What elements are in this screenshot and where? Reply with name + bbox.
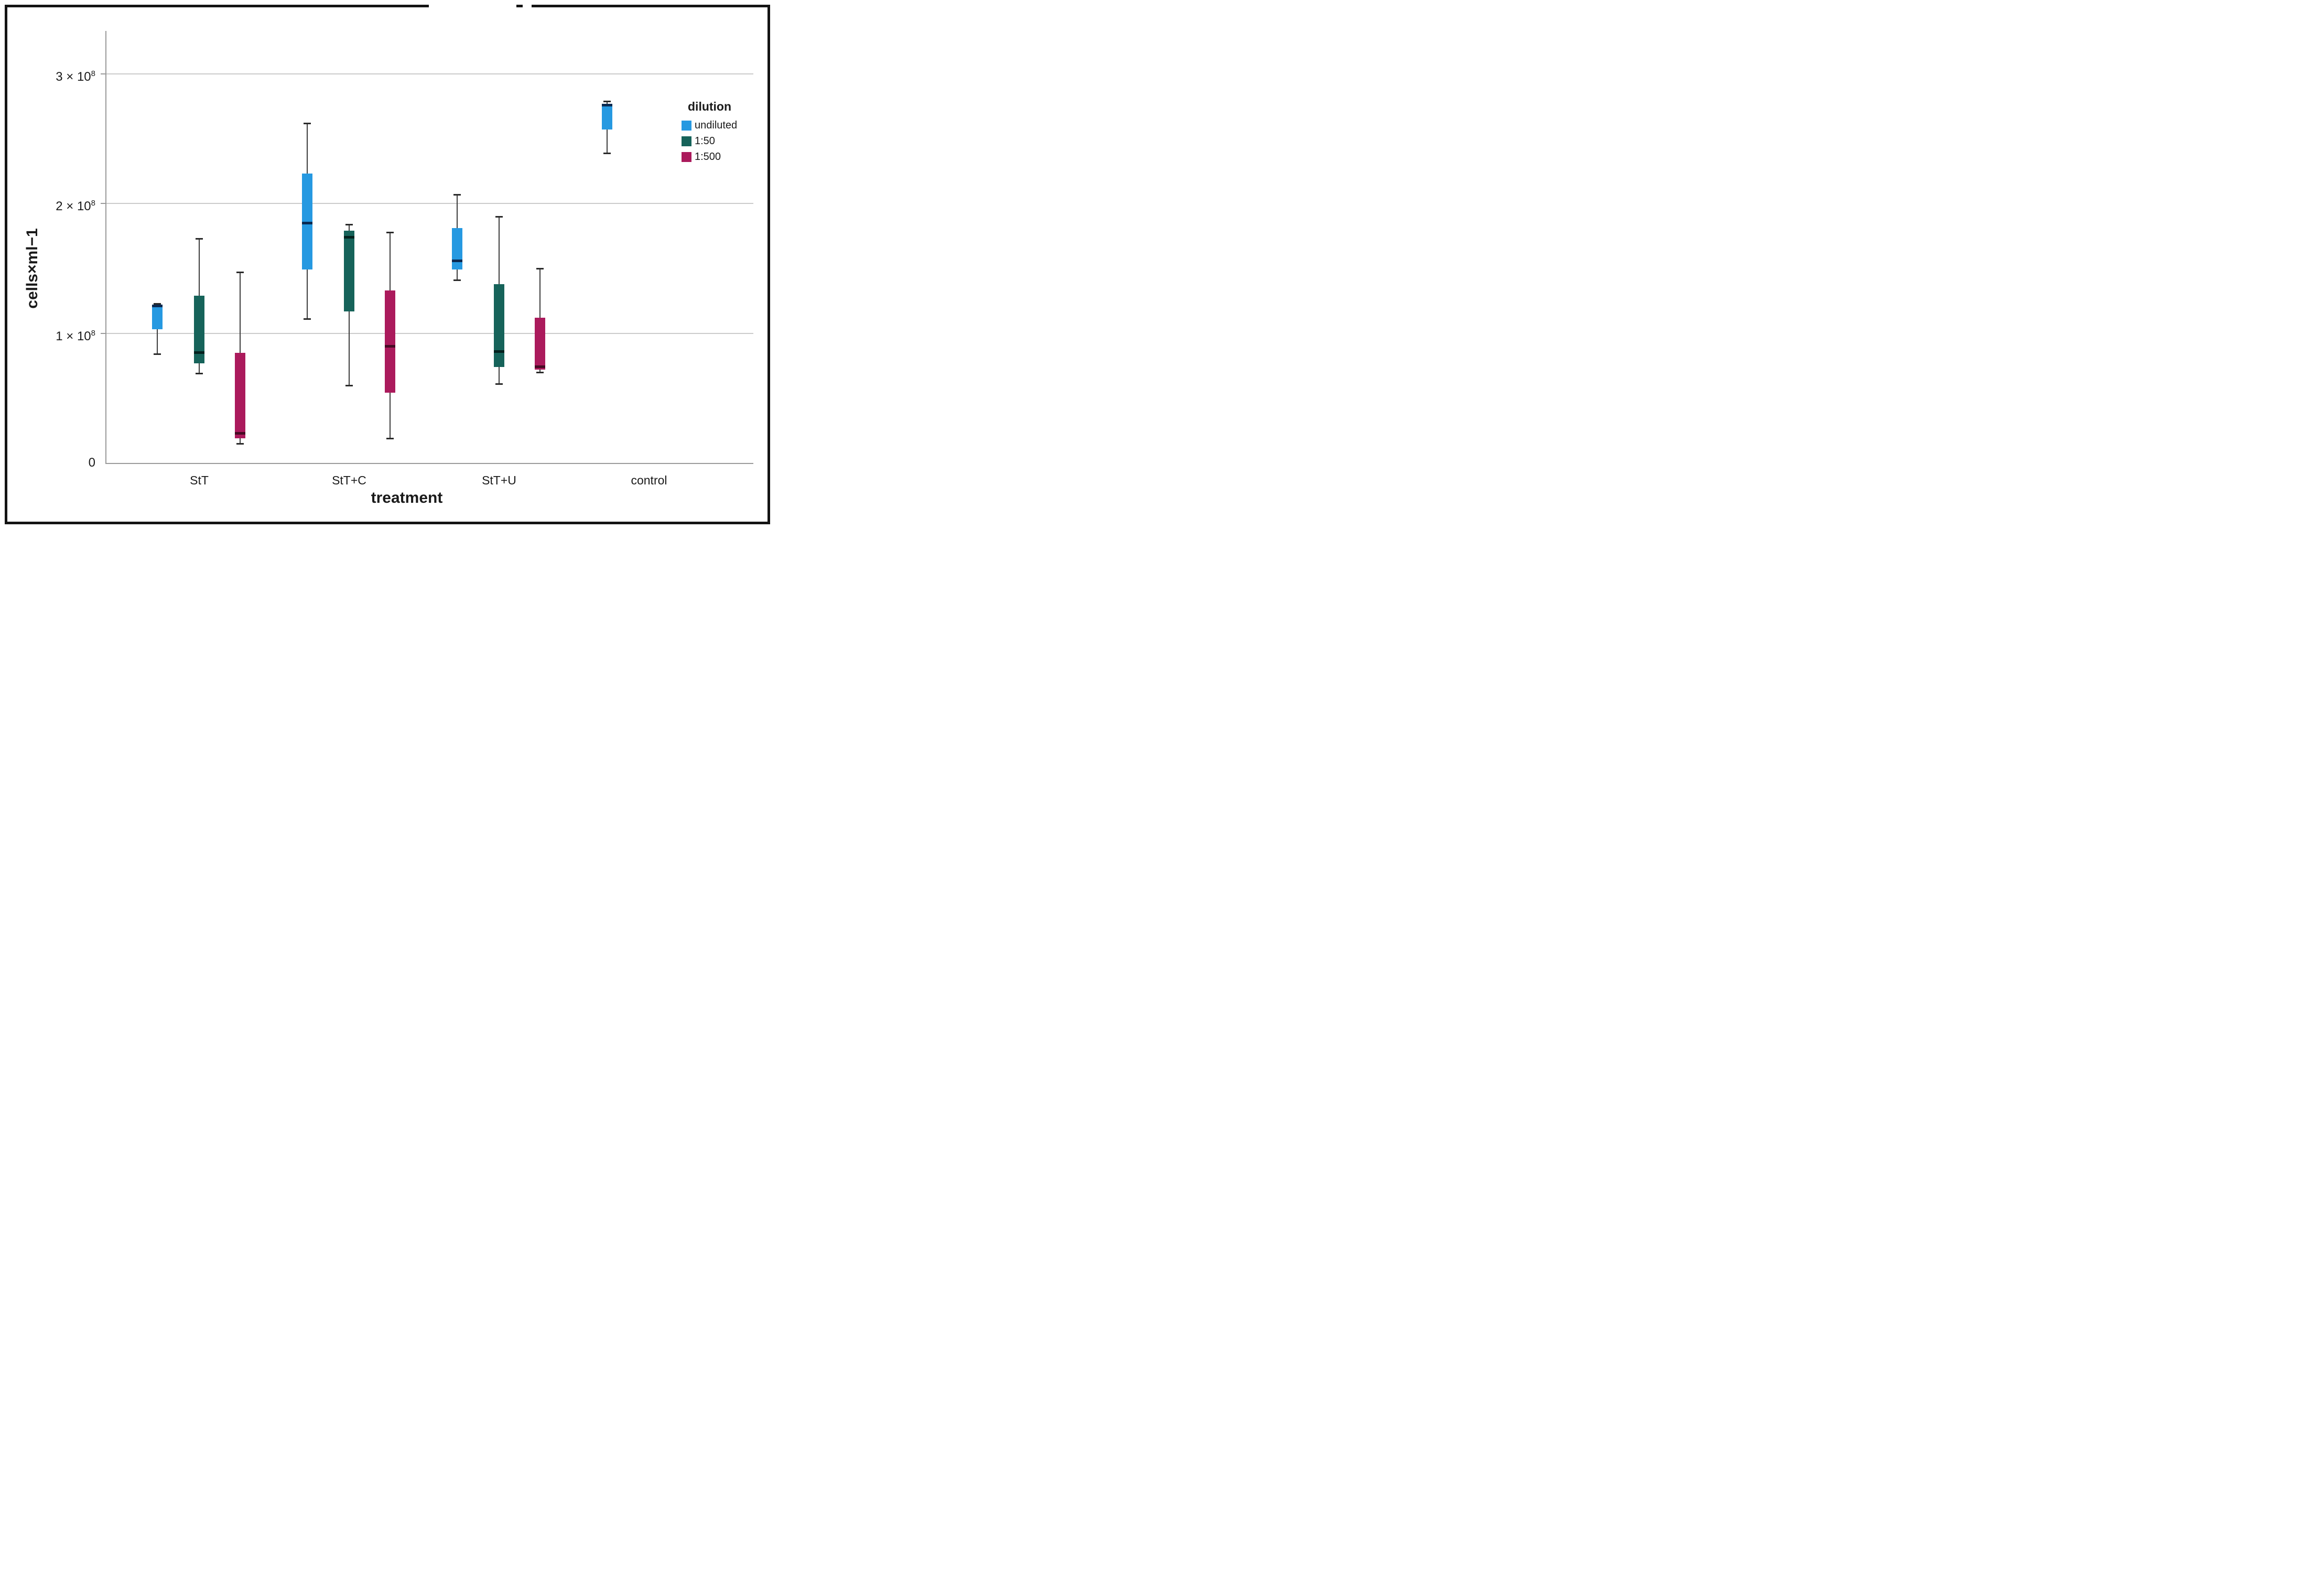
box-StT-1:50 [194,295,204,363]
median-line [152,305,163,308]
border-gap-artifact [523,3,532,11]
boxplot-figure: 3 × 108 2 × 108 1 × 108 0 StT StT+C StT+U contr… [0,0,775,529]
box-StT+U-1:50 [494,284,504,367]
whisker-cap-lower [603,152,611,154]
legend-title: dilution [688,100,732,113]
x-category-label-StT+U: StT+U [482,473,516,487]
whisker-cap-upper [154,303,161,305]
whisker-cap-upper [386,231,394,233]
whisker-cap-lower [495,383,503,385]
legend-swatch [682,120,691,131]
gridline [105,332,753,334]
whisker-cap-upper [495,216,503,218]
median-line [494,350,504,353]
whisker-cap-lower [536,371,544,373]
whisker-cap-upper [453,194,461,196]
gridline [105,73,753,74]
median-line [535,365,545,369]
median-line [235,431,245,435]
legend-swatch [682,136,691,146]
x-category-label-StT+C: StT+C [332,473,366,487]
box-StT+U-1:500 [535,317,545,370]
legend-item-label: undiluted [695,120,738,131]
median-line [344,236,354,239]
box-StT+C-1:500 [385,290,395,393]
box-control-undiluted [602,103,612,130]
legend-item: 1:50 [682,136,737,146]
y-axis-tick [101,332,105,334]
x-category-label-control: control [631,473,667,487]
whisker-cap-upper [196,238,203,240]
whisker-cap-upper [536,268,544,269]
border-gap-artifact [429,3,516,11]
box-StT+C-1:50 [344,231,354,311]
box-StT-undiluted [152,305,163,330]
box-StT-1:500 [235,352,245,438]
median-line [194,351,204,354]
y-axis-tick [101,73,105,74]
whisker-cap-lower [453,279,461,282]
legend-item-label: 1:500 [695,151,721,163]
median-line [602,103,612,106]
whisker-cap-lower [236,442,244,445]
figure-border [5,5,770,524]
median-line [385,344,395,348]
chart-panel: 3 × 108 2 × 108 1 × 108 0 StT StT+C StT+U contr… [0,0,775,529]
legend-swatch [682,152,691,162]
x-category-label-StT: StT [190,473,209,487]
y-tick-label: 2 × 108 [56,199,95,214]
y-tick-label: 0 [88,456,95,470]
whisker-cap-upper [603,100,611,102]
whisker-cap-lower [386,438,394,439]
whisker-cap-upper [345,223,353,225]
legend-item-label: 1:50 [695,135,715,147]
whisker-cap-lower [154,353,161,355]
whisker-cap-lower [196,373,203,375]
legend-item: undiluted [682,120,737,131]
x-axis-line [105,463,753,464]
whisker-cap-upper [236,272,244,274]
y-tick-label: 1 × 108 [56,328,95,343]
whisker-cap-lower [345,384,353,386]
legend-item: 1:500 [682,152,737,162]
y-axis-tick [101,203,105,204]
gridline [105,203,753,204]
whisker-cap-lower [304,318,311,320]
x-axis-title: treatment [371,489,443,506]
legend-items: undiluted 1:50 1:500 [682,120,737,162]
median-line [452,259,462,262]
y-tick-label: 3 × 108 [56,69,95,84]
whisker-cap-upper [304,122,311,124]
median-line [302,221,312,224]
y-axis-line [105,31,106,464]
legend: dilution undiluted 1:50 1:500 [682,100,737,167]
